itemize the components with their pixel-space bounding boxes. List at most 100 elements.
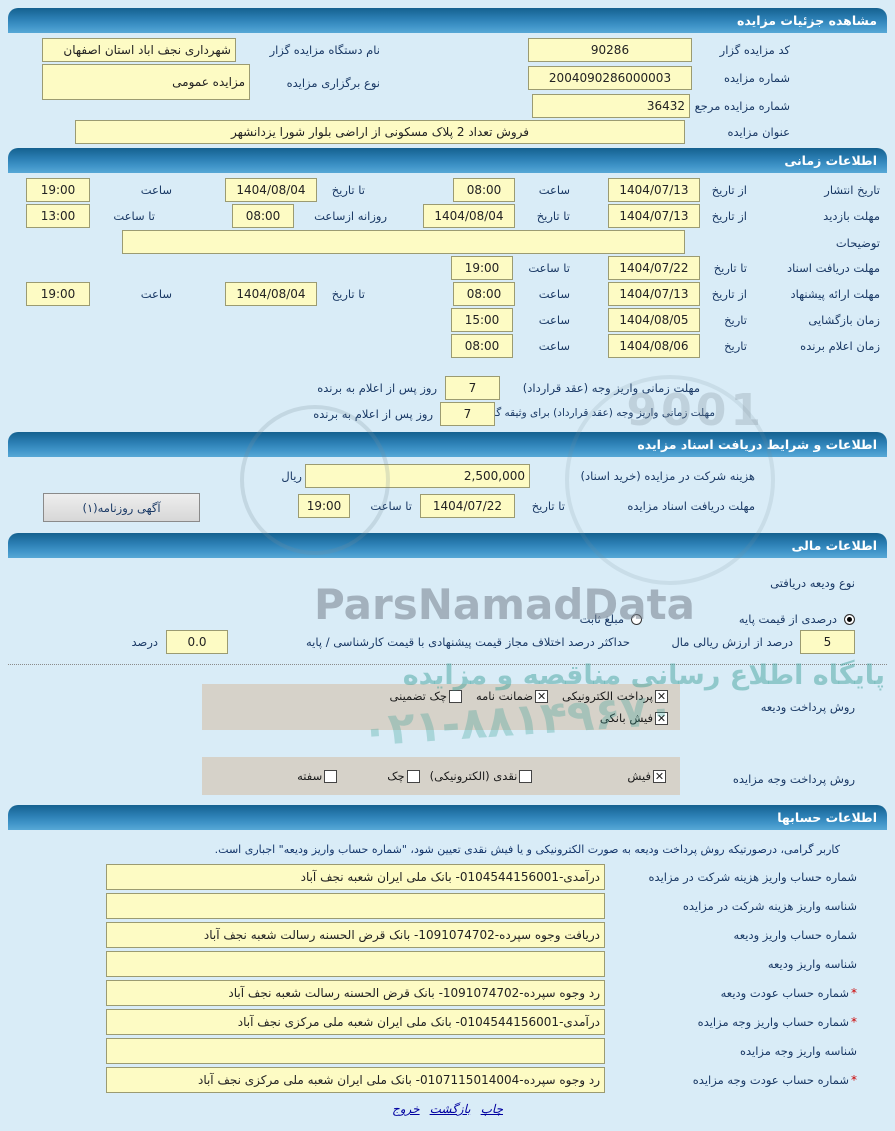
option-guarantee-letter[interactable]: ✕ ضمانت نامه	[475, 689, 549, 703]
opening-date-field[interactable]: 1404/08/05	[608, 308, 700, 332]
auction-title-field[interactable]: فروش تعداد 2 پلاک مسکونی از اراضی بلوار …	[75, 120, 685, 144]
deposit-after-win-guarantor-suffix: روز پس از اعلام به برنده	[313, 407, 433, 421]
electronic-payment-label: پرداخت الکترونیکی	[562, 689, 653, 703]
deposit-after-win-suffix: روز پس از اعلام به برنده	[317, 381, 437, 395]
publish-to-date-field[interactable]: 1404/08/04	[225, 178, 317, 202]
notes-field[interactable]	[122, 230, 685, 254]
deposit-payment-method-group: ✕ پرداخت الکترونیکی ✕ ضمانت نامه چک تضمی…	[202, 684, 680, 730]
holding-type-field[interactable]: مزایده عمومی	[42, 64, 250, 100]
option-electronic-payment[interactable]: ✕ پرداخت الکترونیکی	[562, 689, 668, 703]
cheque-label: چک	[387, 769, 405, 783]
guarantee-letter-label: ضمانت نامه	[475, 689, 534, 703]
deposit-percent-field[interactable]: 5	[800, 630, 855, 654]
deposit-id-field[interactable]	[106, 951, 605, 977]
offer-deadline-label: مهلت ارائه پیشنهاد	[790, 287, 880, 301]
opening-hour-field[interactable]: 15:00	[451, 308, 513, 332]
percent-of-base-price-radio[interactable]	[844, 614, 855, 625]
section-title: اطلاعات زمانی	[784, 153, 877, 168]
deposit-payment-options: ✕ پرداخت الکترونیکی ✕ ضمانت نامه چک تضمی…	[328, 689, 668, 725]
guarantee-letter-checkbox-icon[interactable]: ✕	[535, 689, 549, 703]
fee-deposit-id-field[interactable]	[106, 893, 605, 919]
certified-cheque-label: چک تضمینی	[389, 689, 447, 703]
fixed-amount-radio[interactable]	[631, 614, 642, 625]
fixed-amount-label: مبلغ ثابت	[579, 612, 624, 626]
publish-from-hour-field[interactable]: 08:00	[453, 178, 515, 202]
visit-from-date-field[interactable]: 1404/07/13	[608, 204, 700, 228]
option-cheque[interactable]: چک	[387, 769, 420, 783]
section-header-accounts: اطلاعات حسابها	[8, 805, 887, 830]
newspaper-ad-button[interactable]: آگهی روزنامه(۱)	[43, 493, 200, 522]
certified-cheque-checkbox-icon[interactable]	[448, 689, 462, 703]
auction-payment-id-field[interactable]	[106, 1038, 605, 1064]
exit-link[interactable]: خروج	[392, 1102, 420, 1116]
opening-time-label: زمان بازگشایی	[808, 313, 880, 327]
participation-fee-field[interactable]: 2,500,000	[305, 464, 530, 488]
back-link[interactable]: بازگشت	[429, 1102, 471, 1116]
deposit-after-win-days-field[interactable]: 7	[445, 376, 500, 400]
doc-deadline-hour-field[interactable]: 19:00	[298, 494, 350, 518]
auction-payment-id-label: شناسه واریز وجه مزایده	[739, 1044, 857, 1058]
visit-deadline-label: مهلت بازدید	[823, 209, 880, 223]
reference-number-field[interactable]: 36432	[532, 94, 690, 118]
slip-checkbox-icon[interactable]: ✕	[653, 769, 666, 783]
reference-number-label: شماره مزایده مرجع	[694, 99, 790, 113]
required-asterisk: *	[851, 1015, 857, 1029]
currency-label: ریال	[281, 469, 302, 483]
deposit-payment-method-label: روش پرداخت ودیعه	[760, 700, 855, 714]
auction-payment-options: ✕ فیش نقدی (الکترونیکی) چک سفته	[297, 769, 666, 783]
footer-links: چاپ بازگشت خروج	[0, 1102, 895, 1116]
visit-daily-hour-field[interactable]: 08:00	[232, 204, 294, 228]
cash-electronic-checkbox-icon[interactable]	[519, 769, 533, 783]
doc-deadline-hour-label: تا ساعت	[370, 499, 412, 513]
holding-type-label: نوع برگزاری مزایده	[286, 76, 380, 90]
slip-label: فیش	[627, 769, 651, 783]
deposit-type-label: نوع ودیعه دریافتی	[770, 576, 855, 590]
section-header-document-terms: اطلاعات و شرایط دریافت اسناد مزایده	[8, 432, 887, 457]
auction-payment-account-field[interactable]: درآمدی-0104544156001- بانک ملی ایران شعب…	[106, 1009, 605, 1035]
offer-to-hour-field[interactable]: 19:00	[26, 282, 90, 306]
offer-from-hour-field[interactable]: 08:00	[453, 282, 515, 306]
deposit-account-field[interactable]: دریافت وجوه سپرده-1091074702- بانک قرض ا…	[106, 922, 605, 948]
doc-receive-to-date-field[interactable]: 1404/07/22	[608, 256, 700, 280]
auctioneer-name-field[interactable]: شهرداری نجف اباد استان اصفهان	[42, 38, 236, 62]
auction-title-label: عنوان مزایده	[727, 125, 790, 139]
bank-slip-checkbox-icon[interactable]: ✕	[655, 711, 668, 725]
offer-to-date-field[interactable]: 1404/08/04	[225, 282, 317, 306]
max-price-diff-field[interactable]: 0.0	[166, 630, 228, 654]
electronic-payment-checkbox-icon[interactable]: ✕	[655, 689, 668, 703]
doc-receive-until-hour-field[interactable]: 19:00	[451, 256, 513, 280]
winner-hour-field[interactable]: 08:00	[451, 334, 513, 358]
auctioneer-name-label: نام دستگاه مزایده گزار	[269, 43, 380, 57]
auction-payment-method-group: ✕ فیش نقدی (الکترونیکی) چک سفته	[202, 757, 680, 795]
winner-date-field[interactable]: 1404/08/06	[608, 334, 700, 358]
publish-to-hour-field[interactable]: 19:00	[26, 178, 90, 202]
doc-receive-deadline-label: مهلت دریافت اسناد	[787, 261, 880, 275]
deposit-after-win-guarantor-days-field[interactable]: 7	[440, 402, 495, 426]
promissory-note-checkbox-icon[interactable]	[324, 769, 338, 783]
publish-from-date-field[interactable]: 1404/07/13	[608, 178, 700, 202]
print-link[interactable]: چاپ	[480, 1102, 503, 1116]
auction-number-field[interactable]: 2004090286000003	[528, 66, 692, 90]
option-cash-electronic[interactable]: نقدی (الکترونیکی)	[430, 769, 533, 783]
auction-return-account-field[interactable]: رد وجوه سپرده-0107115014004- بانک ملی ای…	[106, 1067, 605, 1093]
option-certified-cheque[interactable]: چک تضمینی	[390, 689, 462, 703]
doc-deadline-date-field[interactable]: 1404/07/22	[420, 494, 515, 518]
auctioneer-code-field[interactable]: 90286	[528, 38, 692, 62]
deposit-return-account-field[interactable]: رد وجوه سپرده-1091074702- بانک قرض الحسن…	[106, 980, 605, 1006]
publish-from-hour-label: ساعت	[538, 183, 570, 197]
option-slip[interactable]: ✕ فیش	[627, 769, 666, 783]
visit-to-date-field[interactable]: 1404/08/04	[423, 204, 515, 228]
cheque-checkbox-icon[interactable]	[406, 769, 420, 783]
fee-deposit-account-field[interactable]: درآمدی-0104544156001- بانک ملی ایران شعب…	[106, 864, 605, 890]
doc-deadline-date-label: تا تاریخ	[531, 499, 565, 513]
visit-until-hour-field[interactable]: 13:00	[26, 204, 90, 228]
section-header-auction-details: مشاهده جزئیات مزایده	[8, 8, 887, 33]
deposit-after-win-guarantor-label: مهلت زمانی واریز وجه (عقد قرارداد) برای …	[482, 407, 715, 419]
option-bank-slip[interactable]: ✕ فیش بانکی	[600, 711, 668, 725]
option-promissory-note[interactable]: سفته	[297, 769, 338, 783]
offer-from-date-field[interactable]: 1404/07/13	[608, 282, 700, 306]
section-title: اطلاعات و شرایط دریافت اسناد مزایده	[637, 437, 877, 452]
doc-receive-to-label: تا تاریخ	[713, 261, 747, 275]
promissory-note-label: سفته	[297, 769, 323, 783]
